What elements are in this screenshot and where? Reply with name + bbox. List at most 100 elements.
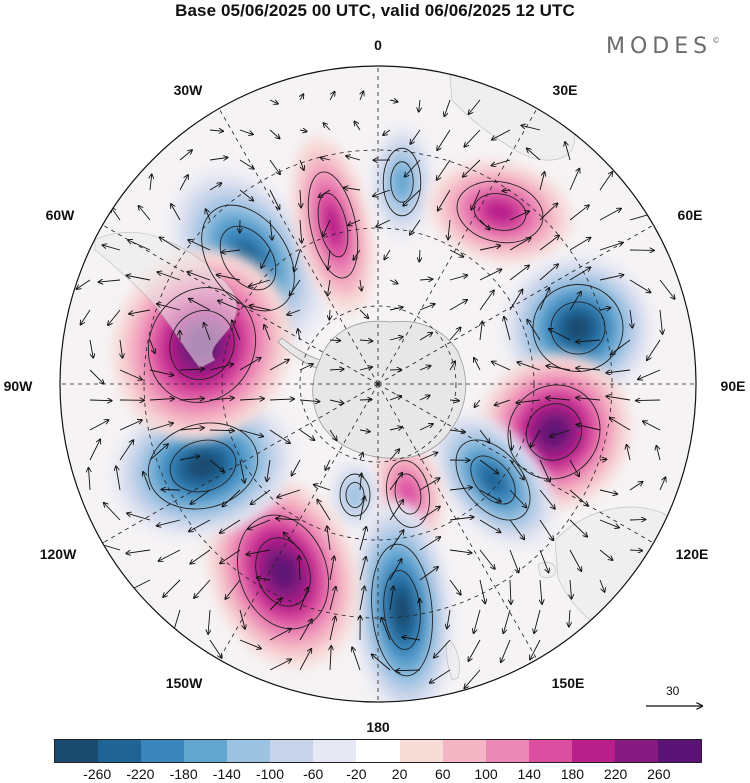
wind-vector [389,500,403,521]
wind-vector [222,250,241,252]
wind-vector [510,579,511,604]
wind-vector [179,369,204,370]
wind-vector [329,369,344,370]
wind-vector [179,399,204,401]
wind-vector [449,487,472,490]
anomaly-level [540,418,568,446]
wind-vector [239,358,261,371]
wind-vector [449,400,459,401]
wind-vector [250,306,271,311]
colorbar-tick-label: -180 [169,766,198,782]
wind-vector [209,639,222,658]
wind-vector [269,659,291,671]
wind-vector [299,619,312,641]
wind-vector [325,459,331,470]
colorbar-swatch [184,740,228,762]
anomaly-low-south-of-tasmania [431,413,555,547]
wind-vector [569,292,581,311]
colorbar-tick-label: 180 [560,766,585,782]
wind-vector [209,183,221,191]
wind-vector [225,579,241,599]
wind-vector [410,219,421,235]
wind-vector [539,203,557,221]
wind-vector [403,189,421,206]
wind-vector [128,240,151,251]
contour-line [525,403,583,461]
wind-vector [410,129,421,144]
wind-vector [319,189,331,197]
wind-vector [449,579,461,595]
wind-vector [419,99,420,112]
wind-vector [346,156,361,161]
wind-vector [189,519,211,532]
wind-vector [149,399,174,400]
wind-vector [150,174,152,191]
map-title: Base 05/06/2025 00 UTC, valid 06/06/2025… [175,1,575,20]
wind-vector [320,158,331,160]
wind-vector [569,549,581,571]
wind-vector [171,204,181,221]
wind-vector [314,485,331,491]
colorbar-swatch [270,740,314,762]
wind-vector [373,189,391,196]
wind-vector [449,430,465,432]
wind-vector [521,125,541,131]
wind-vector [220,519,241,533]
wind-vector [389,100,398,102]
wind-vector [323,123,331,131]
label-lon-30e: 30E [552,82,578,98]
contour-line [371,543,433,677]
wind-vector [372,655,391,671]
wind-vector [239,399,264,400]
wind-vector [299,556,300,581]
contour-line [345,481,365,509]
wind-vector [565,142,571,161]
wind-vector [209,459,224,472]
wind-vector [449,300,467,311]
contour-high-ross-sea [386,460,430,528]
wind-vector [287,309,301,315]
wind-vector [267,459,271,481]
wind-vector [539,172,545,191]
wind-vector [629,519,645,520]
colorbar-tick-label: -100 [255,766,285,782]
wind-vector [299,400,319,402]
contour-line [455,439,531,521]
wind-vector [119,369,142,380]
wind-vector [430,669,451,683]
colorbar-swatch [571,740,615,762]
contour-line [147,287,257,403]
wind-vector [328,279,331,296]
wind-vector [81,309,91,325]
wind-vector [187,272,211,281]
latitude-circle [299,305,457,463]
wind-vector [126,549,151,553]
colorbar-tick-label: 260 [647,766,671,782]
wind-vector [509,238,531,251]
wind-vector [157,519,181,526]
wind-vector [116,466,121,491]
tasmania-land [537,561,557,579]
wind-vector [606,369,631,373]
wind-vector [354,122,361,131]
anomaly-low-amundsen-sea [111,394,295,538]
wind-vector [419,279,432,280]
wind-vector [389,449,399,461]
wind-vector [239,429,263,436]
label-lon-0: 0 [374,37,382,53]
anomaly-low-near-greenwich [370,125,434,239]
wind-vector [419,333,432,341]
wind-vector [317,500,331,521]
wind-vector [189,299,211,311]
wind-vector [89,339,93,358]
wind-vector [149,444,168,461]
wind-vector [599,579,605,592]
wind-vector [209,430,234,431]
wind-vector [269,399,294,400]
contour-high-weddell-sector [307,171,359,279]
wind-vector [503,190,511,191]
wind-vector [360,473,362,491]
wind-vector [359,340,372,341]
wind-vector [359,309,368,318]
wind-vector [209,398,234,400]
